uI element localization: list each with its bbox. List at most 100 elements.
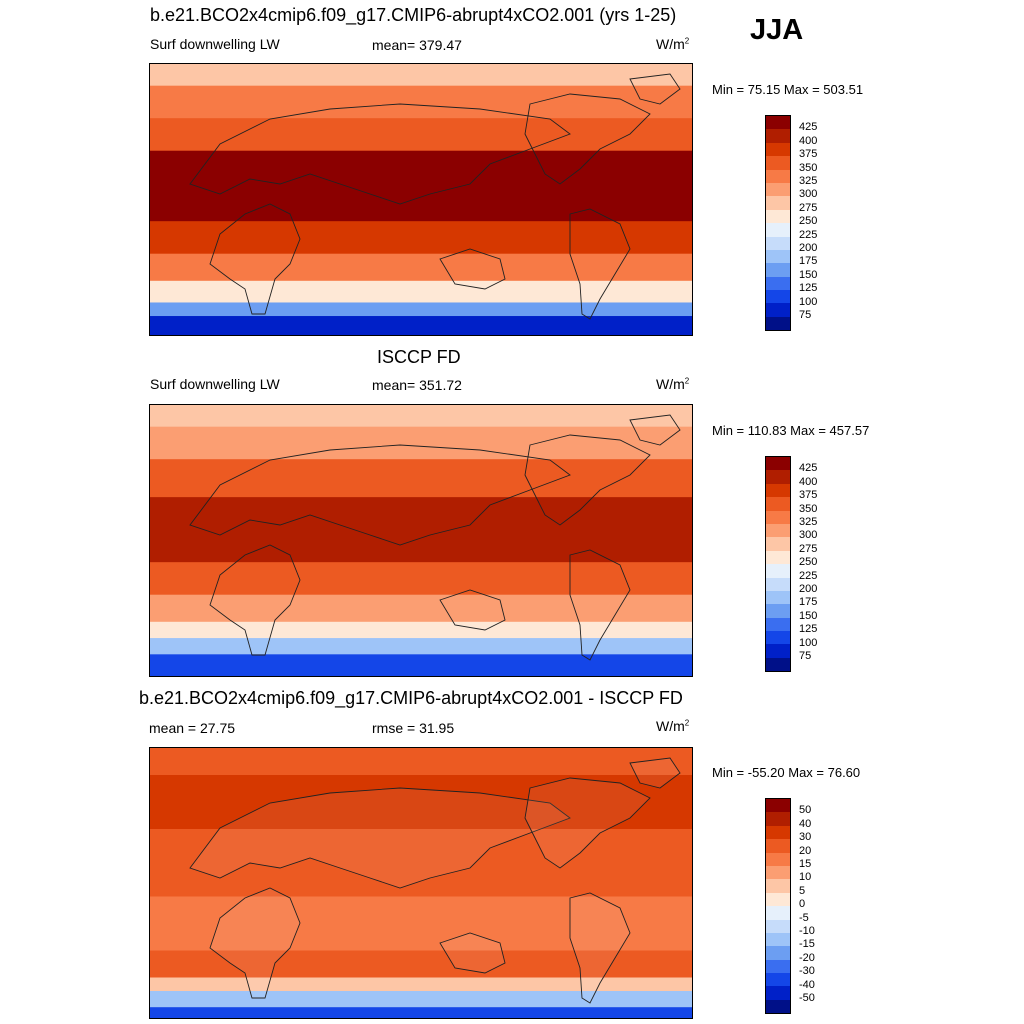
colorbar-tick-label: 350 (799, 161, 818, 174)
colorbar-tick-label: 150 (799, 609, 818, 622)
panel-3-mean-label: mean = 27.75 (149, 720, 236, 736)
panel-2-mean-label: mean= 351.72 (372, 377, 462, 393)
colorbar-swatch (766, 470, 790, 484)
colorbar-tick-label: -50 (799, 992, 815, 1004)
colorbar-swatch (766, 617, 790, 632)
colorbar-tick-label: 250 (799, 215, 818, 228)
panel-1-units: W/m2 (656, 36, 690, 52)
colorbar-swatch (766, 537, 790, 551)
colorbar-tick-label: 75 (799, 650, 812, 662)
panel-2-colorbar (765, 456, 791, 673)
colorbar-tick-label: 275 (799, 542, 818, 555)
colorbar-swatch (766, 564, 790, 578)
colorbar-swatch (766, 116, 790, 130)
panel-2-units: W/m2 (656, 376, 690, 392)
panel-2-title: ISCCP FD (377, 347, 461, 367)
panel-1-mean-label: mean= 379.47 (372, 37, 462, 53)
colorbar-swatch (766, 906, 790, 920)
colorbar-tick-label: -30 (799, 965, 815, 978)
colorbar-tick-label: 325 (799, 175, 818, 187)
colorbar-swatch (766, 303, 790, 317)
colorbar-tick-label: 350 (799, 502, 818, 515)
colorbar-swatch (766, 892, 790, 907)
colorbar-swatch (766, 142, 790, 157)
colorbar-tick-label: 275 (799, 201, 818, 214)
colorbar-swatch (766, 799, 790, 813)
colorbar-swatch (766, 249, 790, 264)
colorbar-swatch (766, 812, 790, 826)
colorbar-tick-label: -15 (799, 938, 815, 951)
colorbar-tick-label: -20 (799, 951, 815, 964)
panel-3-rmse-label: rmse = 31.95 (372, 720, 455, 736)
colorbar-swatch (766, 316, 790, 331)
colorbar-tick-label: 40 (799, 817, 812, 830)
colorbar-tick-label: 375 (799, 148, 818, 161)
panel-1-title: b.e21.BCO2x4cmip6.f09_g17.CMIP6-abrupt4x… (150, 5, 677, 25)
colorbar-swatch (766, 590, 790, 605)
colorbar-tick-label: 125 (799, 282, 818, 295)
colorbar-swatch (766, 523, 790, 538)
panel-3-units: W/m2 (656, 718, 690, 734)
colorbar-swatch (766, 932, 790, 947)
colorbar-swatch (766, 497, 790, 511)
colorbar-tick-label: 225 (799, 228, 818, 241)
colorbar-swatch (766, 657, 790, 672)
colorbar-swatch (766, 852, 790, 866)
colorbar-swatch (766, 129, 790, 143)
colorbar-swatch (766, 973, 790, 987)
colorbar-tick-label: 425 (799, 462, 818, 475)
colorbar-swatch (766, 483, 790, 498)
colorbar-swatch (766, 631, 790, 645)
colorbar-tick-label: -10 (799, 925, 815, 937)
colorbar-swatch (766, 839, 790, 853)
colorbar-tick-label: -5 (799, 911, 809, 924)
colorbar-tick-label: 400 (799, 134, 818, 147)
colorbar-swatch (766, 510, 790, 524)
colorbar-swatch (766, 865, 790, 880)
colorbar-tick-label: 100 (799, 295, 818, 308)
colorbar-swatch (766, 825, 790, 840)
panel-1-colorbar (765, 115, 791, 332)
colorbar-swatch (766, 223, 790, 237)
colorbar-tick-label: 10 (799, 871, 812, 884)
colorbar-swatch (766, 182, 790, 197)
colorbar-swatch (766, 263, 790, 277)
colorbar-swatch (766, 919, 790, 933)
panel-2-min-max: Min = 110.83 Max = 457.57 (712, 423, 870, 438)
colorbar-tick-label: 125 (799, 623, 818, 636)
colorbar-tick-label: 200 (799, 242, 818, 254)
colorbar-tick-label: 300 (799, 529, 818, 542)
colorbar-swatch (766, 209, 790, 224)
colorbar-tick-label: 225 (799, 569, 818, 582)
colorbar-tick-label: 0 (799, 898, 806, 911)
panel-3-title: b.e21.BCO2x4cmip6.f09_g17.CMIP6-abrupt4x… (139, 688, 683, 708)
colorbar-tick-label: 20 (799, 844, 812, 857)
panel-2-map (149, 404, 693, 677)
colorbar-tick-label: 200 (799, 583, 818, 595)
colorbar-tick-label: 400 (799, 475, 818, 488)
colorbar-swatch (766, 879, 790, 893)
panel-1-map (149, 63, 693, 336)
colorbar-tick-label: 30 (799, 831, 812, 844)
colorbar-swatch (766, 290, 790, 304)
colorbar-swatch (766, 946, 790, 960)
colorbar-swatch (766, 196, 790, 210)
colorbar-tick-label: 175 (799, 255, 818, 268)
colorbar-swatch (766, 999, 790, 1014)
panel-3-min-max: Min = -55.20 Max = 76.60 (712, 765, 861, 780)
colorbar-swatch (766, 550, 790, 565)
colorbar-tick-label: 75 (799, 309, 812, 321)
colorbar-tick-label: 300 (799, 188, 818, 201)
colorbar-swatch (766, 276, 790, 291)
colorbar-tick-label: 250 (799, 556, 818, 569)
colorbar-swatch (766, 156, 790, 170)
colorbar-tick-label: -40 (799, 978, 815, 991)
colorbar-tick-label: 175 (799, 596, 818, 609)
colorbar-swatch (766, 986, 790, 1000)
panel-2-variable-label: Surf downwelling LW (150, 376, 280, 392)
colorbar-swatch (766, 577, 790, 591)
colorbar-tick-label: 15 (799, 858, 812, 870)
colorbar-tick-label: 375 (799, 489, 818, 502)
colorbar-swatch (766, 644, 790, 658)
colorbar-tick-label: 50 (799, 804, 812, 817)
